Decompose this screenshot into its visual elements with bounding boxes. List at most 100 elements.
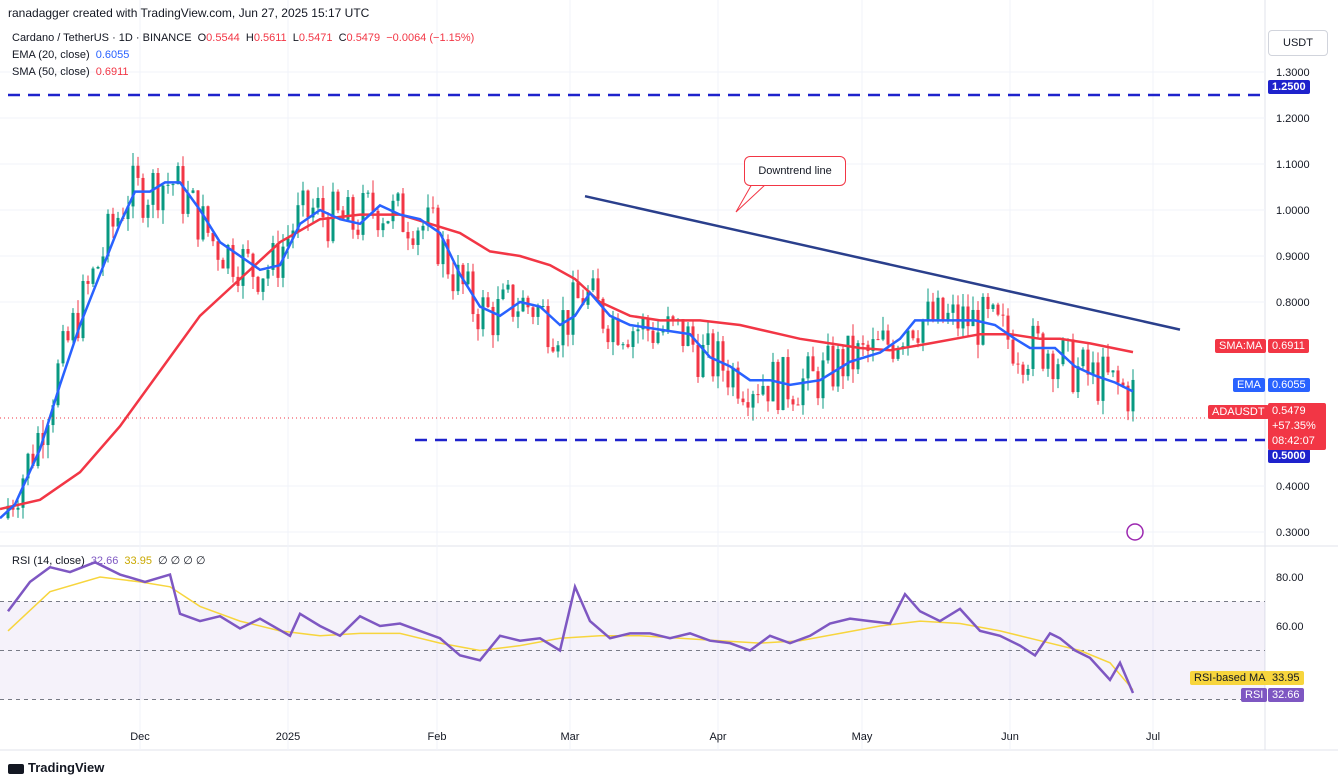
candle-body [1131, 379, 1135, 412]
candle-body [591, 278, 595, 291]
candle-body [946, 312, 950, 322]
ema-legend[interactable]: EMA (20, close) 0.6055 [12, 49, 129, 61]
candle-body [76, 312, 80, 339]
downtrend-line [584, 194, 1181, 331]
candle-body [1041, 333, 1045, 369]
candle-body [931, 301, 935, 321]
candle-body [906, 330, 910, 347]
candle-body [891, 344, 895, 359]
candle-body [431, 207, 435, 209]
candle-body [101, 256, 105, 268]
sma-legend[interactable]: SMA (50, close) 0.6911 [12, 66, 129, 78]
candle-body [406, 231, 410, 239]
candle-body [31, 453, 35, 467]
low-label: L [292, 32, 299, 44]
y-tick-label: 0.8000 [1276, 297, 1310, 309]
ema-value-tag: 0.6055 [1268, 378, 1310, 392]
tradingview-logo[interactable]: TradingView [8, 760, 104, 775]
candle-body [61, 331, 65, 364]
rsi-value-tag: 32.66 [1268, 688, 1304, 702]
candle-body [776, 361, 780, 411]
candle-body [241, 249, 245, 286]
ema-line [0, 181, 1134, 520]
candle-body [861, 343, 865, 345]
candle-body [451, 274, 455, 292]
candle-body [321, 198, 325, 218]
candle-body [536, 306, 540, 317]
candle-body [471, 271, 475, 315]
candle-body [476, 314, 480, 330]
high-value: 0.5611 [253, 32, 287, 44]
candle-body [1016, 363, 1020, 365]
y-tick-label: 1.1000 [1276, 159, 1310, 171]
close-label: C [338, 32, 347, 44]
candle-body [146, 204, 150, 218]
rsi-name-tag: RSI [1241, 688, 1268, 702]
candle-body [16, 507, 20, 510]
rsi-legend[interactable]: RSI (14, close) 32.66 33.95 ∅ ∅ ∅ ∅ [12, 554, 206, 567]
candle-body [731, 367, 735, 388]
y-tick-label: 0.4000 [1276, 481, 1310, 493]
candle-body [1086, 349, 1090, 375]
candle-body [921, 319, 925, 343]
rsi-y-tick-label: 80.00 [1276, 572, 1304, 584]
candle-body [371, 192, 375, 211]
candle-body [426, 207, 430, 226]
x-tick-label: Mar [561, 731, 580, 743]
open-label: O [197, 32, 207, 44]
candle-body [926, 301, 930, 320]
rsi-ma-line [7, 576, 1134, 691]
symbol-legend[interactable]: Cardano / TetherUS · 1D · BINANCE O0.554… [12, 32, 474, 44]
candle-body [571, 282, 575, 335]
candle-body [491, 306, 495, 336]
candle-body [201, 206, 205, 240]
candle-body [441, 239, 445, 265]
candle-body [1051, 353, 1055, 380]
currency-button[interactable]: USDT [1268, 30, 1328, 56]
candle-body [541, 305, 545, 307]
candle-body [876, 339, 880, 341]
candle-body [26, 453, 30, 479]
candle-body [691, 326, 695, 345]
candle-body [811, 356, 815, 372]
candle-body [396, 193, 400, 201]
candle-body [511, 284, 515, 317]
candle-body [356, 229, 360, 235]
candle-body [576, 282, 580, 299]
downtrend-annotation[interactable]: Downtrend line [744, 156, 846, 186]
candle-body [646, 318, 650, 331]
candle-body [631, 331, 635, 347]
candle-body [766, 385, 770, 402]
candle-body [686, 326, 690, 346]
candle-body [351, 197, 355, 230]
candle-body [991, 304, 995, 309]
ema-legend-value: 0.6055 [95, 49, 130, 61]
candle-body [556, 345, 560, 352]
lightning-icon[interactable] [1126, 523, 1144, 541]
rsi-line [6, 560, 1135, 694]
candle-body [336, 191, 340, 211]
annotation-pointer [735, 183, 768, 213]
y-tick-label: 1.3000 [1276, 67, 1310, 79]
symbol-title: Cardano / TetherUS · 1D · BINANCE [12, 32, 192, 44]
resistance-tag: 1.2500 [1268, 80, 1310, 94]
candle-body [261, 278, 265, 292]
candle-body [481, 297, 485, 330]
candle-body [916, 338, 920, 343]
candle-body [156, 172, 160, 211]
candle-body [746, 402, 750, 408]
candle-body [531, 307, 535, 317]
candle-body [271, 243, 275, 270]
candle-body [136, 165, 140, 178]
candle-body [796, 404, 800, 406]
candle-body [601, 298, 605, 329]
candle-body [1021, 364, 1025, 375]
candle-body [56, 363, 60, 406]
candle-body [801, 378, 805, 406]
last-price-tag: 0.5479 +57.35% 08:42:07 [1268, 403, 1326, 450]
y-tick-label: 0.3000 [1276, 527, 1310, 539]
candle-body [971, 309, 975, 327]
x-tick-label: Jun [1001, 731, 1019, 743]
candle-body [606, 328, 610, 343]
